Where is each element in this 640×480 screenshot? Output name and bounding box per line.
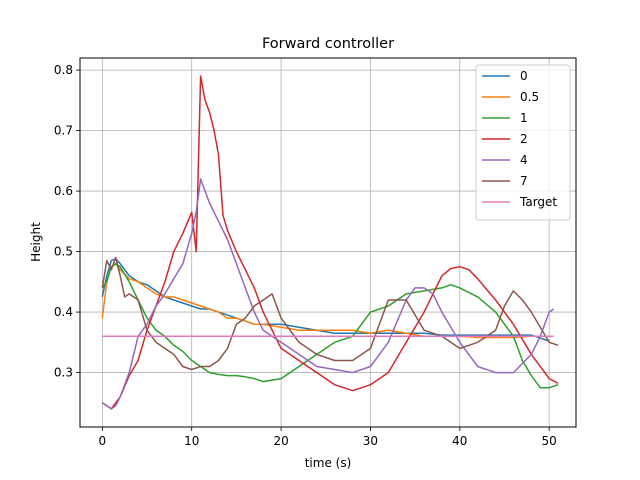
x-tick-label: 40 [452,434,467,448]
legend-label: Target [519,195,557,209]
legend-label: 4 [520,153,528,167]
y-axis-label: Height [29,222,43,262]
y-tick-label: 0.4 [54,305,73,319]
legend-label: 0.5 [520,90,539,104]
series-line-2 [101,75,559,410]
series-line-7 [101,256,559,371]
legend-label: 1 [520,111,528,125]
chart-title: Forward controller [262,36,394,52]
plot-series [101,75,559,410]
y-tick-label: 0.3 [54,366,73,380]
series-line-4 [101,178,555,410]
y-tick-label: 0.7 [54,124,73,138]
x-tick-label: 50 [542,434,557,448]
legend-label: 0 [520,69,528,83]
legend: 0 0.5 1 2 4 7 Target [475,64,571,221]
legend-label: 7 [520,174,528,188]
axis-ticks: 0 10 20 30 40 500.30.40.50.60.70.8 [54,63,557,448]
y-tick-label: 0.5 [54,245,73,259]
x-tick-label: 30 [363,434,378,448]
series-line-1 [101,262,559,389]
x-tick-label: 0 [99,434,107,448]
x-tick-label: 20 [273,434,288,448]
y-tick-label: 0.6 [54,184,73,198]
plot-frame [79,57,577,428]
x-tick-label: 10 [184,434,199,448]
legend-label: 2 [520,132,528,146]
x-axis-label: time (s) [305,456,352,470]
y-tick-label: 0.8 [54,63,73,77]
